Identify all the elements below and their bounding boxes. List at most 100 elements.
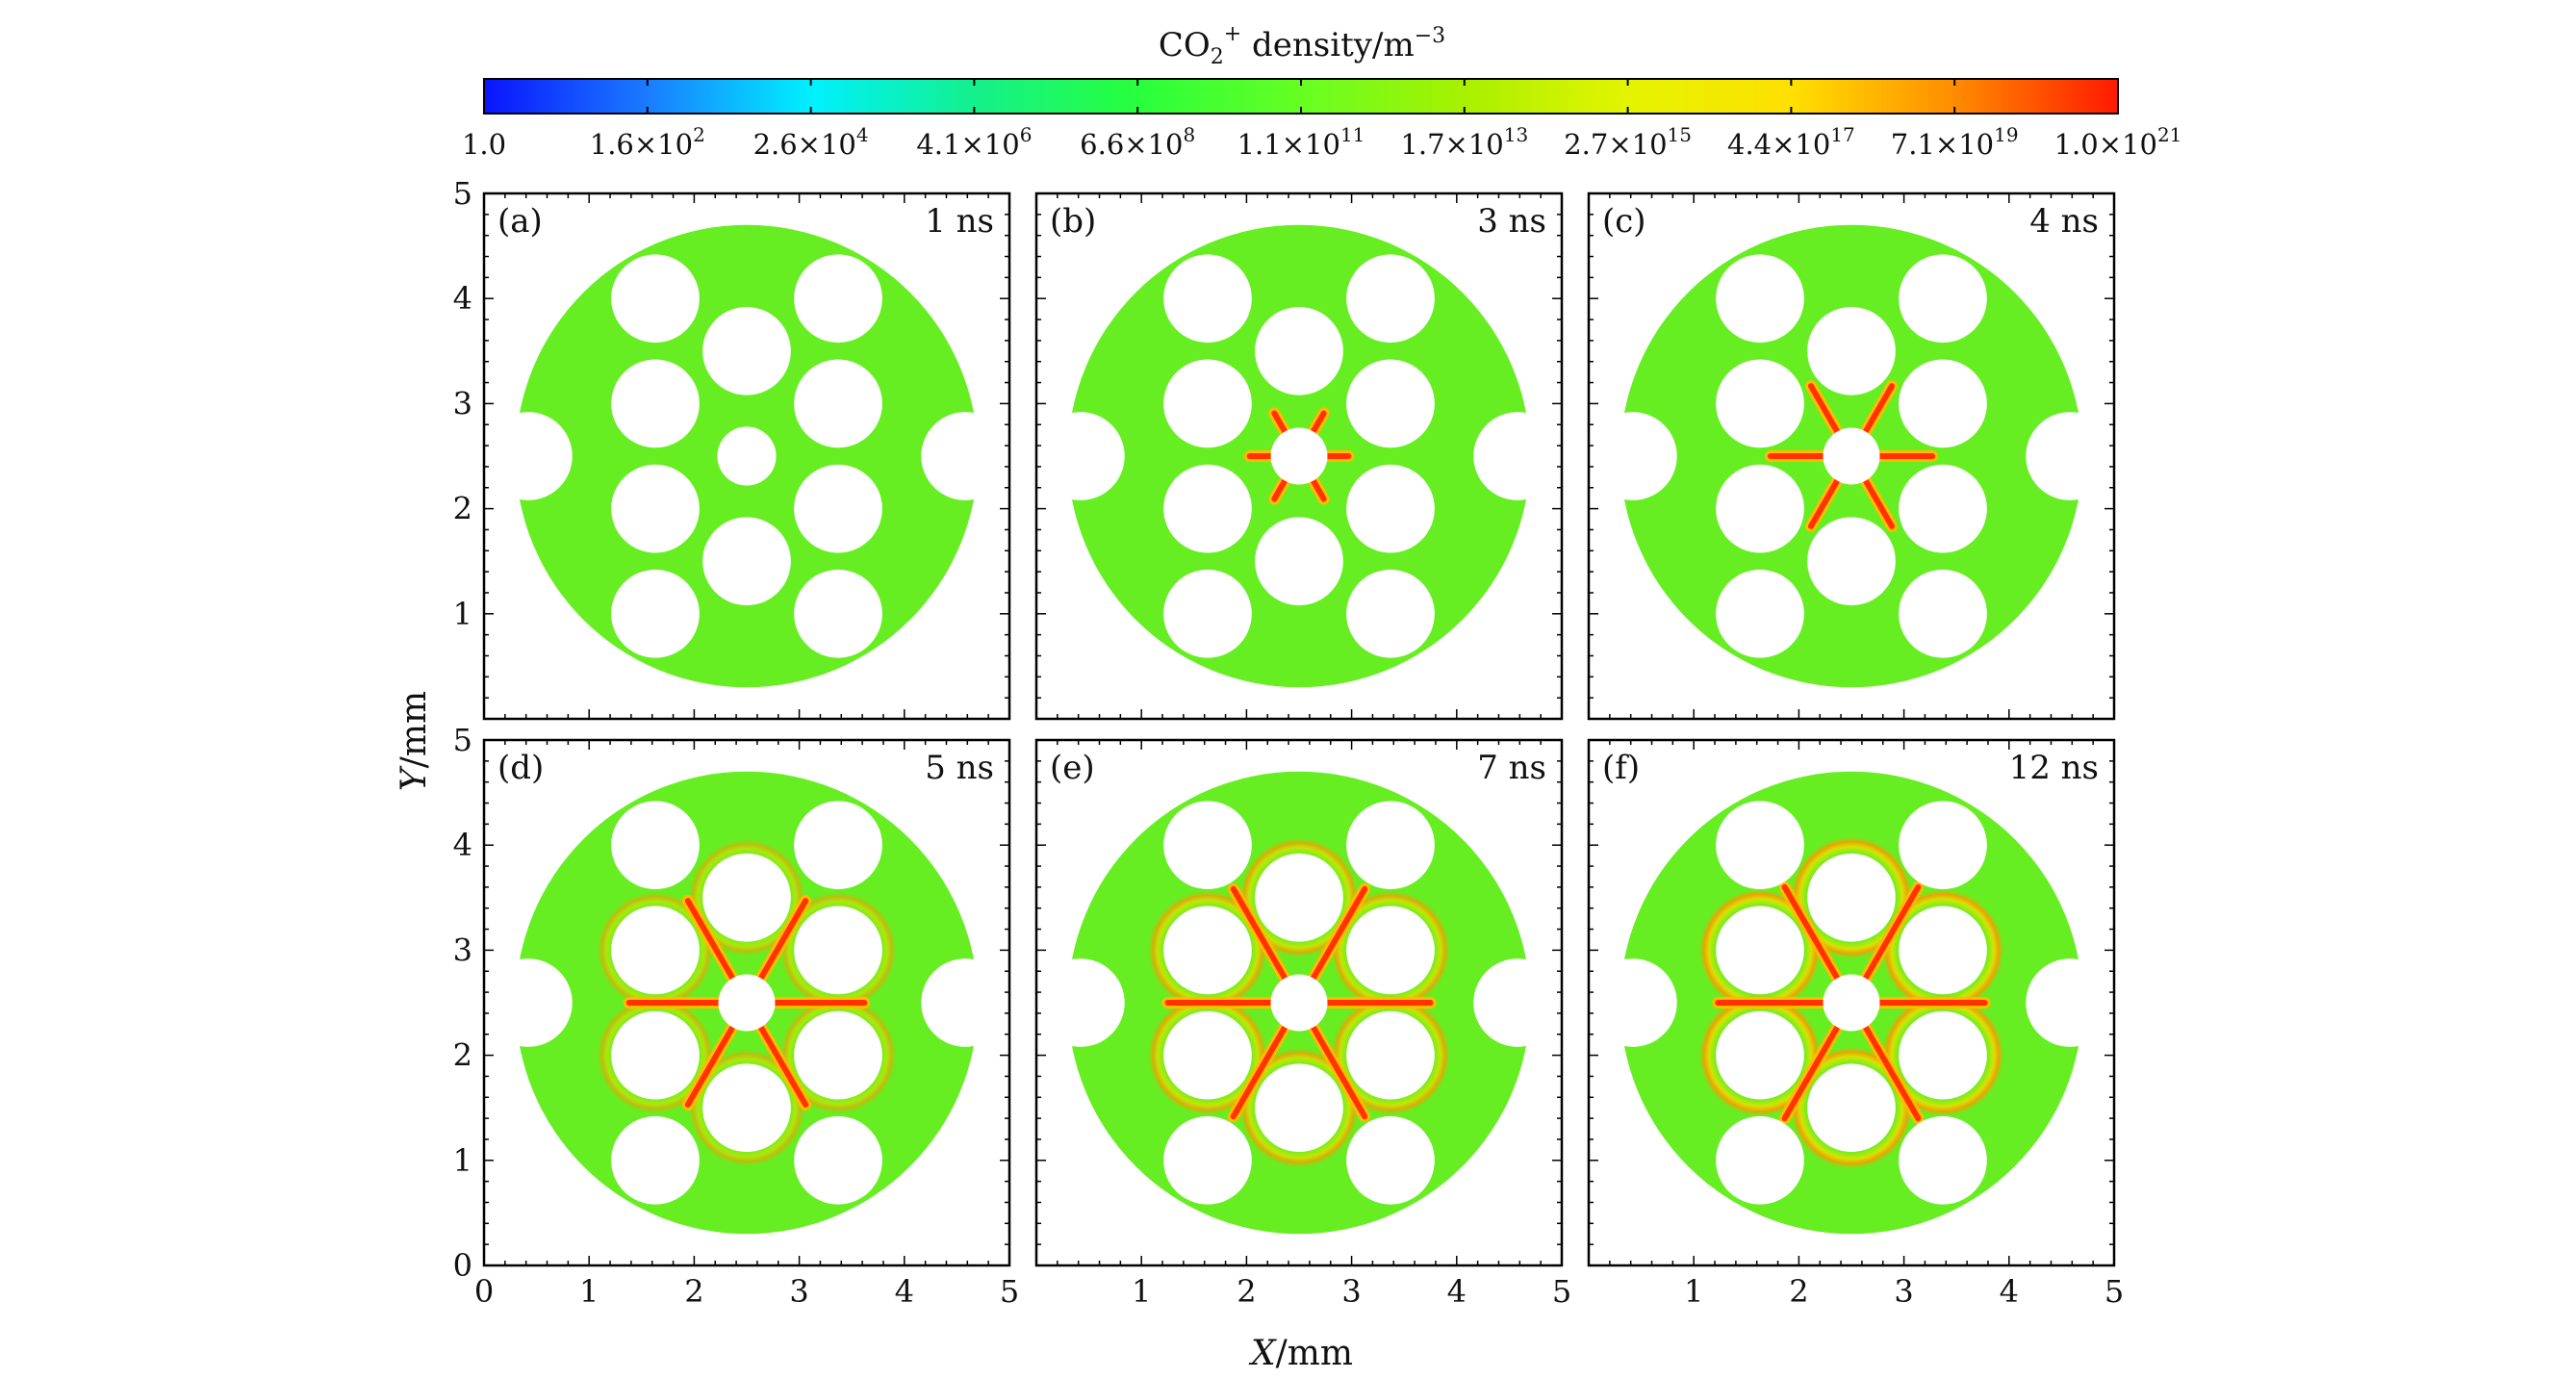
colorbar-tick-label: 1.7×1013 [1400,123,1528,161]
dielectric-hole [611,801,700,890]
streamer-core [1310,1024,1368,1120]
panel-label: (b) [1050,202,1096,241]
x-tick-label: 4 [2000,1273,2019,1310]
streamer-core [1807,477,1841,529]
panel-a: 1 2 3 4 5 (a) 1 ns [453,175,1011,721]
dielectric-hole [1473,412,1562,500]
dielectric-hole [1589,412,1677,500]
colorbar-tick-label: 4.4×1017 [1727,123,1855,161]
dielectric-hole [1163,254,1252,344]
streamer-core [1310,885,1368,982]
dielectric-hole [1716,906,1804,995]
dielectric-hole [1346,464,1435,553]
colorbar-tick-label: 7.1×1019 [1891,123,2019,161]
dielectric-hole [921,412,1009,500]
colorbar-tick-label: 6.6×108 [1080,123,1195,161]
colorbar-tick-label: 1.0 [462,128,506,161]
x-tick-label: 5 [2104,1273,2124,1310]
dielectric-hole [611,254,700,344]
y-tick-label: 4 [453,827,472,863]
dielectric-hole [794,906,882,995]
dielectric-hole [794,359,882,448]
x-tick-label: 2 [1237,1273,1256,1310]
dielectric-hole [484,412,573,500]
x-tick-label: 3 [1894,1273,1913,1310]
panel-frame [1034,192,1564,721]
dielectric-hole [611,906,700,995]
x-tick-label: 2 [1789,1273,1808,1310]
y-tick-label: 1 [453,596,472,632]
dielectric-hole [921,958,1009,1047]
dielectric-hole [1807,517,1896,606]
dielectric-hole [1163,569,1252,658]
panel-label: (f) [1602,749,1640,787]
x-tick-label: 1 [1132,1273,1151,1310]
y-tick-label: 5 [453,722,472,758]
colorbar-tick-label: 1.6×102 [590,123,705,161]
dielectric-hole [794,254,882,344]
dielectric-hole [611,1115,700,1205]
dielectric-hole [611,359,700,448]
dielectric-hole [794,801,882,890]
y-tick-label: 2 [453,491,472,527]
dielectric-hole [1716,464,1804,553]
x-tick-label: 2 [684,1273,703,1310]
panel-label: (d) [497,749,544,787]
panel-c: (c) 4 ns [1587,192,2116,721]
dielectric-hole [1163,1115,1252,1205]
dielectric-hole [1036,412,1125,500]
dielectric-hole [1899,464,1987,553]
x-axis-label: X/mm [1248,1334,1353,1373]
x-tick-label: 4 [895,1273,914,1310]
dielectric-hole [1716,1115,1804,1205]
panel-frame [1587,192,2116,721]
panel-time: 1 ns [925,202,994,241]
dielectric-hole [1807,1063,1896,1153]
dielectric-hole [1473,958,1562,1047]
dielectric-hole [794,464,882,553]
dielectric-hole [611,569,700,658]
streamer-core [1862,1024,1922,1122]
dielectric-hole [1346,1115,1435,1205]
dielectric-hole [2026,412,2114,500]
panel-time: 7 ns [1477,749,1546,787]
dielectric-hole [1346,359,1435,448]
dielectric-hole [1163,1010,1252,1100]
panel-time: 4 ns [2029,202,2099,241]
dielectric-hole [794,1115,882,1205]
dielectric-hole [484,958,573,1047]
panel-label: (e) [1050,749,1095,787]
y-tick-label: 2 [453,1037,472,1074]
panels: 1 2 3 4 5 (a) 1 ns (b) 3 ns (c) 4 ns 0 1 2 3 4 5 0 1 2 3 4 5 (d… [453,175,2125,1310]
dielectric-hole [1255,517,1343,606]
panel-time: 5 ns [925,749,994,787]
colorbar-tick-label: 1.0×1021 [2054,123,2182,161]
y-tick-label: 3 [453,932,472,968]
streamer-core [1310,477,1327,502]
streamer-arms [1243,407,1355,505]
dielectric-hole [1163,464,1252,553]
dielectric-hole [1716,254,1804,344]
streamer-core [757,898,809,982]
streamer-core [1807,383,1841,435]
dielectric-hole [1036,958,1125,1047]
colorbar-ticks: 1.0 1.6×102 2.6×104 4.1×106 6.6×108 1.1×1011 1… [462,79,2181,161]
panel-time: 12 ns [2009,749,2099,787]
dielectric-hole [794,569,882,658]
streamer-core [1862,883,1922,982]
dielectric-hole [1163,801,1252,890]
central-electrode-hole [1823,974,1880,1032]
colorbar-title: CO2+ density/m−3 [1159,22,1445,69]
x-tick-label: 1 [579,1273,599,1310]
x-tick-label: 5 [1000,1273,1019,1310]
colorbar-tick-label: 4.1×106 [916,123,1032,161]
x-tick-label: 5 [1552,1273,1571,1310]
streamer-arms [1764,380,1939,532]
dielectric-hole [1255,853,1343,942]
streamer-core [684,1024,736,1108]
streamer-core [1271,477,1288,502]
dielectric-hole [1899,906,1987,995]
x-tick-label: 4 [1447,1273,1467,1310]
x-tick-label: 0 [474,1273,494,1310]
